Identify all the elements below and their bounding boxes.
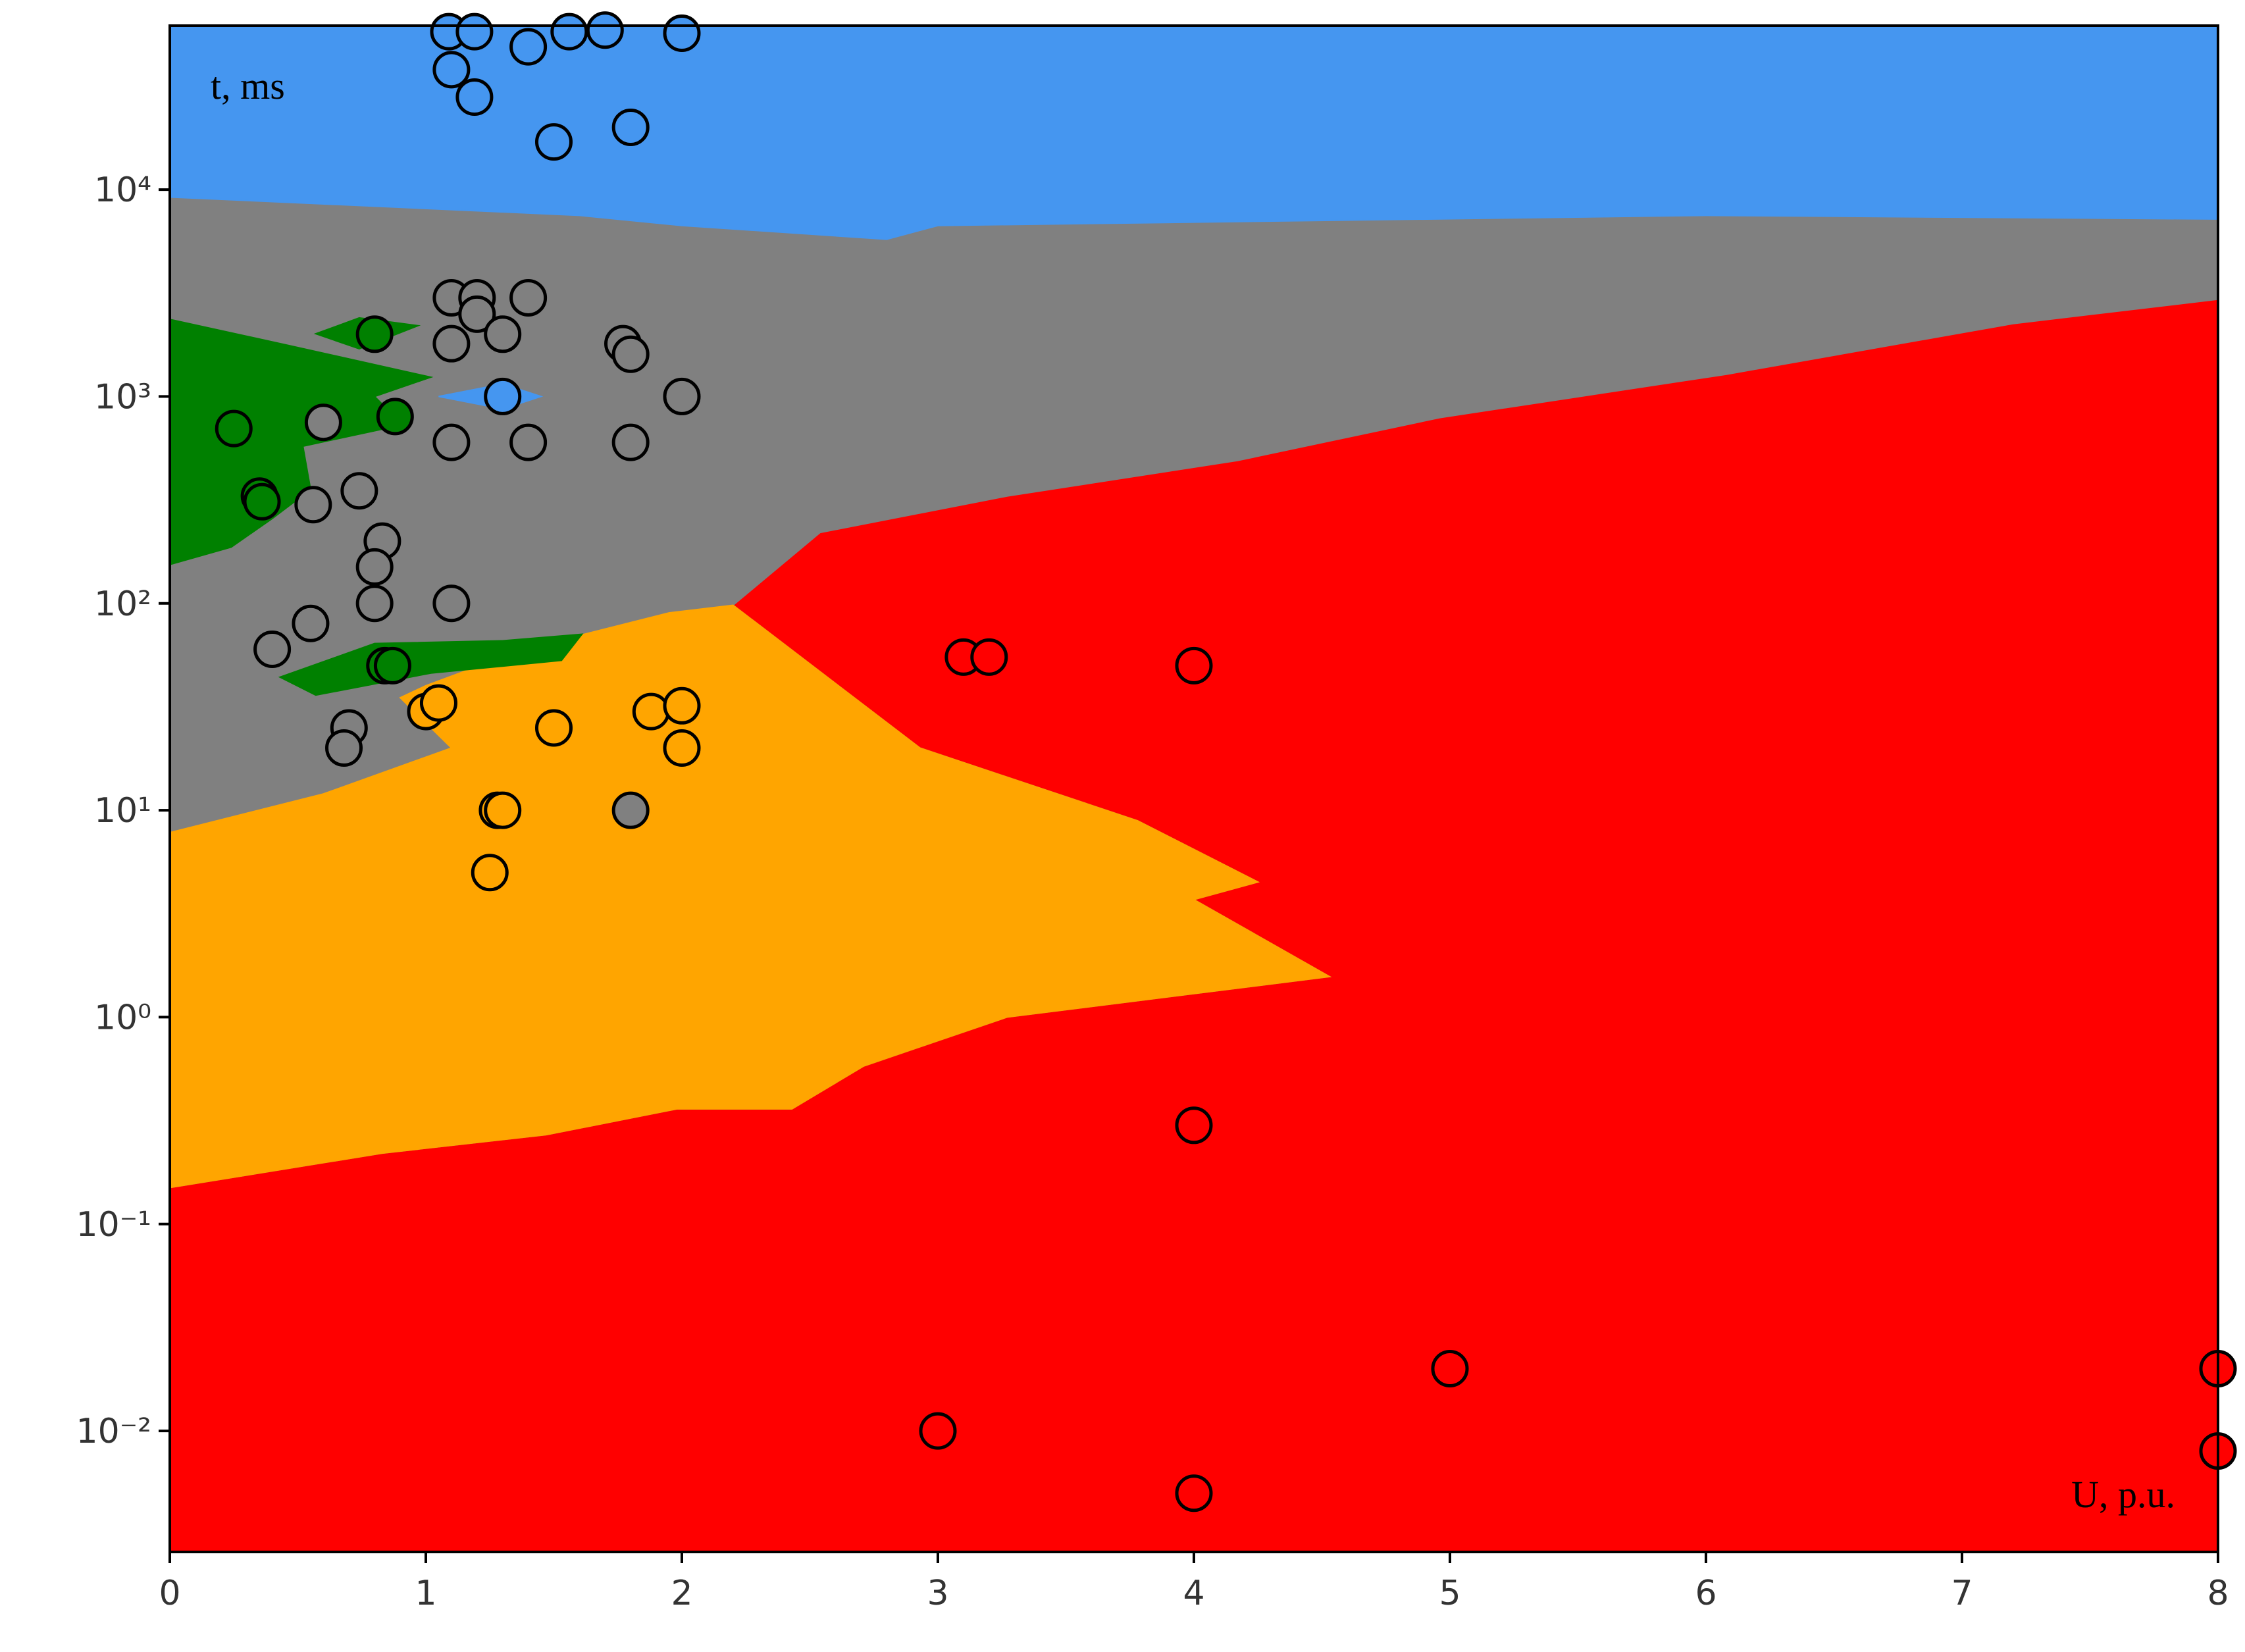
point	[611, 423, 650, 461]
point	[325, 729, 363, 767]
y-tick-label: 10⁻¹	[76, 1205, 151, 1245]
point	[632, 692, 670, 731]
point	[586, 11, 624, 49]
point	[373, 646, 411, 684]
x-tick-label: 6	[1695, 1574, 1716, 1613]
point	[535, 709, 573, 747]
point	[432, 51, 471, 89]
point	[1175, 1474, 1213, 1512]
regions	[169, 25, 2219, 1553]
point	[304, 403, 342, 442]
point	[355, 315, 394, 353]
point	[355, 584, 394, 623]
x-tick-label: 5	[1439, 1574, 1460, 1613]
x-tick-label: 4	[1183, 1574, 1204, 1613]
point	[663, 686, 701, 725]
region	[169, 318, 434, 566]
region	[278, 633, 584, 696]
point	[550, 13, 588, 51]
y-tick-label: 10¹	[94, 791, 151, 831]
point	[611, 108, 650, 146]
point	[243, 482, 281, 521]
point	[611, 791, 650, 829]
point	[509, 28, 548, 66]
point	[484, 791, 522, 829]
point	[292, 604, 330, 642]
point	[455, 78, 494, 116]
y-tick-label: 10²	[94, 584, 151, 624]
point	[340, 472, 378, 510]
point	[484, 377, 522, 415]
y-axis-label: t, ms	[211, 65, 285, 107]
x-axis-label: U, p.u.	[2071, 1473, 2175, 1516]
point	[611, 335, 650, 373]
point	[253, 630, 292, 668]
point	[376, 398, 414, 436]
point	[535, 123, 573, 161]
x-tick-label: 2	[671, 1574, 692, 1613]
x-tick-label: 8	[2207, 1574, 2229, 1613]
y-tick-label: 10⁰	[94, 998, 151, 1037]
point	[970, 638, 1008, 676]
point	[1175, 646, 1213, 684]
point	[355, 548, 394, 586]
point	[419, 684, 457, 722]
point	[1175, 1106, 1213, 1145]
point	[663, 377, 701, 415]
point	[432, 423, 471, 461]
point	[471, 854, 509, 892]
point	[663, 729, 701, 767]
y-tick-label: 10⁴	[94, 170, 151, 210]
point	[215, 409, 253, 448]
point	[663, 14, 701, 52]
x-tick-label: 7	[1951, 1574, 1973, 1613]
x-tick-label: 0	[159, 1574, 180, 1613]
point	[294, 486, 332, 524]
point	[509, 278, 548, 317]
point	[1431, 1349, 1469, 1387]
point	[432, 324, 471, 363]
y-tick-label: 10⁻²	[76, 1412, 151, 1451]
point	[509, 423, 548, 461]
y-tick-label: 10³	[94, 377, 151, 417]
point	[432, 584, 471, 623]
points	[215, 11, 2237, 1512]
region	[169, 25, 2219, 240]
point	[458, 295, 496, 333]
point	[455, 13, 494, 51]
x-tick-label: 1	[415, 1574, 436, 1613]
x-tick-label: 3	[927, 1574, 948, 1613]
point	[484, 315, 522, 353]
point	[919, 1412, 957, 1450]
